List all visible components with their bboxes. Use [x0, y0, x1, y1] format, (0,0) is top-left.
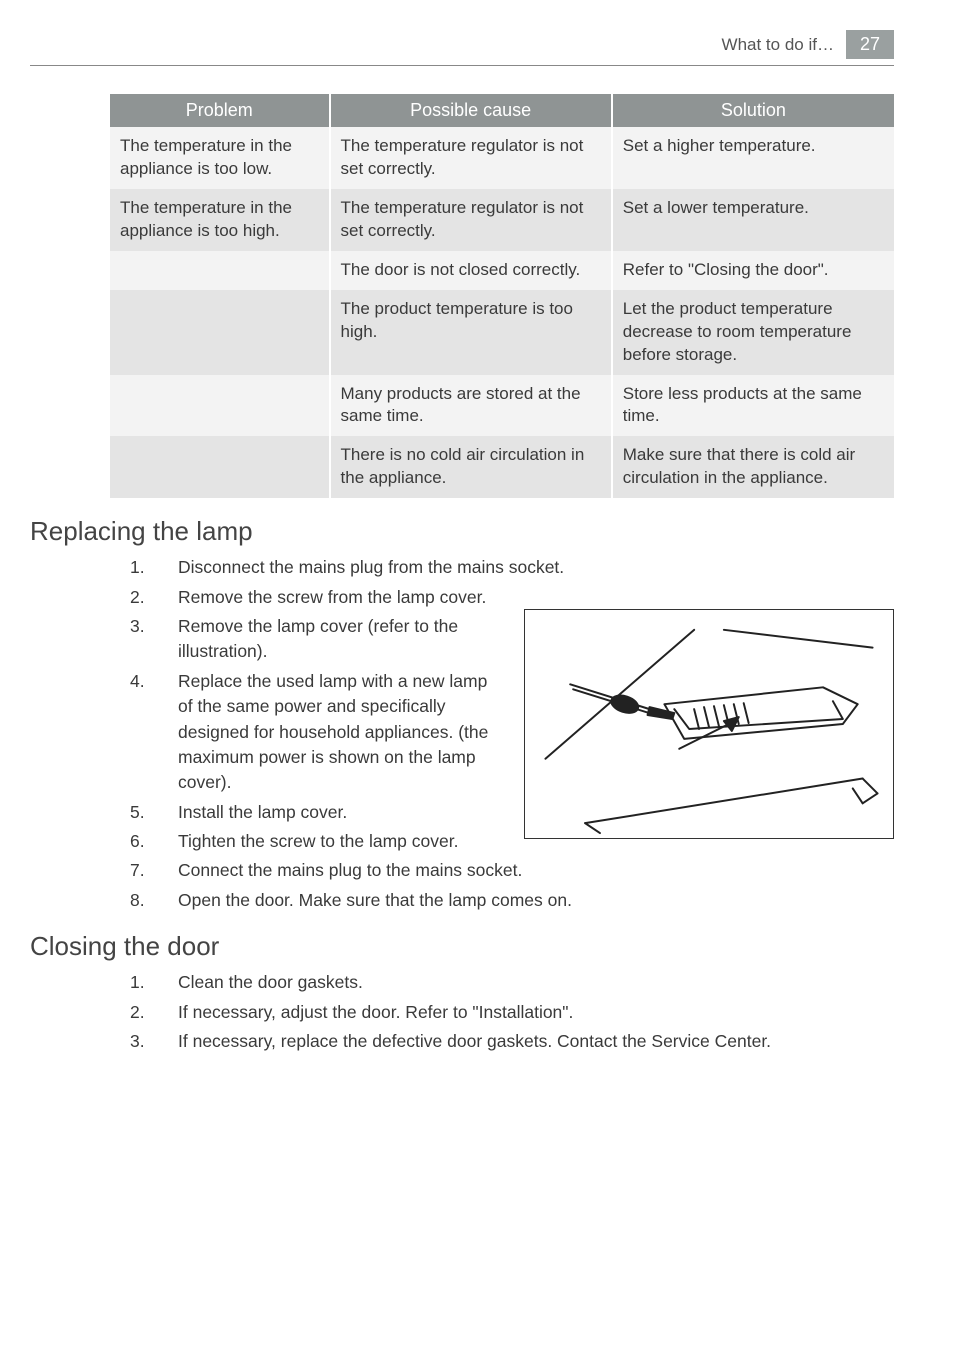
- table-row: There is no cold air circulation in the …: [110, 436, 894, 498]
- step-item: Clean the door gaskets.: [130, 970, 894, 995]
- cell-cause: The door is not closed correctly.: [330, 251, 612, 290]
- table-row: The product temperature is too high. Let…: [110, 290, 894, 375]
- cell-solution: Set a higher temperature.: [612, 127, 894, 189]
- cell-problem: The temperature in the appliance is too …: [110, 189, 330, 251]
- cell-problem: The temperature in the appliance is too …: [110, 127, 330, 189]
- step-item: Open the door. Make sure that the lamp c…: [130, 888, 894, 913]
- step-item: Remove the screw from the lamp cover.: [130, 585, 894, 610]
- table-row: The door is not closed correctly. Refer …: [110, 251, 894, 290]
- lamp-steps-list: Tighten the screw to the lamp cover. Con…: [130, 829, 894, 913]
- step-item: If necessary, adjust the door. Refer to …: [130, 1000, 894, 1025]
- cell-cause: The temperature regulator is not set cor…: [330, 189, 612, 251]
- cell-problem: [110, 436, 330, 498]
- header-title: What to do if…: [722, 35, 834, 55]
- cell-cause: Many products are stored at the same tim…: [330, 375, 612, 437]
- lamp-cover-icon: [525, 610, 893, 838]
- cell-cause: The temperature regulator is not set cor…: [330, 127, 612, 189]
- lamp-section: Disconnect the mains plug from the mains…: [30, 555, 894, 913]
- cell-solution: Let the product temperature decrease to …: [612, 290, 894, 375]
- table-row: The temperature in the appliance is too …: [110, 127, 894, 189]
- step-item: Disconnect the mains plug from the mains…: [130, 555, 894, 580]
- col-header-cause: Possible cause: [330, 94, 612, 127]
- page-number: 27: [846, 30, 894, 59]
- cell-solution: Refer to "Closing the door".: [612, 251, 894, 290]
- cell-cause: The product temperature is too high.: [330, 290, 612, 375]
- cell-problem: [110, 290, 330, 375]
- table-header-row: Problem Possible cause Solution: [110, 94, 894, 127]
- troubleshooting-table: Problem Possible cause Solution The temp…: [110, 94, 894, 498]
- col-header-problem: Problem: [110, 94, 330, 127]
- table-row: Many products are stored at the same tim…: [110, 375, 894, 437]
- section-heading-door: Closing the door: [30, 931, 894, 962]
- lamp-illustration: [524, 609, 894, 839]
- cell-problem: [110, 251, 330, 290]
- cell-solution: Store less products at the same time.: [612, 375, 894, 437]
- table-row: The temperature in the appliance is too …: [110, 189, 894, 251]
- section-heading-lamp: Replacing the lamp: [30, 516, 894, 547]
- step-item: If necessary, replace the defective door…: [130, 1029, 894, 1054]
- lamp-steps-list: Disconnect the mains plug from the mains…: [130, 555, 894, 610]
- door-steps-list: Clean the door gaskets. If necessary, ad…: [130, 970, 894, 1054]
- cell-solution: Make sure that there is cold air circula…: [612, 436, 894, 498]
- cell-problem: [110, 375, 330, 437]
- cell-cause: There is no cold air circulation in the …: [330, 436, 612, 498]
- col-header-solution: Solution: [612, 94, 894, 127]
- cell-solution: Set a lower temperature.: [612, 189, 894, 251]
- step-item: Connect the mains plug to the mains sock…: [130, 858, 894, 883]
- page-header: What to do if… 27: [30, 30, 894, 66]
